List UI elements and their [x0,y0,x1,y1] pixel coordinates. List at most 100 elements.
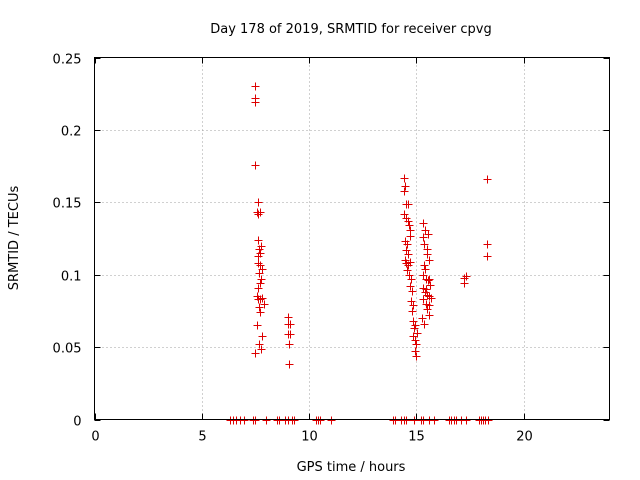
data-point [413,329,422,338]
plot-frame [94,57,610,420]
data-point [407,297,416,306]
x-tick-labels: 0 5 10 15 20 [91,430,532,445]
data-point [425,275,434,284]
data-point [285,340,294,349]
data-point [410,324,419,333]
data-point [327,416,336,425]
data-point [425,256,434,265]
y-tick-label: 0.1 [61,270,82,285]
data-point [425,292,434,301]
data-point [420,261,429,270]
data-point [400,210,409,219]
data-point [412,340,421,349]
data-point [405,221,414,230]
data-point [425,301,434,310]
x-tick-label: 0 [91,430,99,445]
data-point [462,272,471,281]
data-point [254,284,263,293]
data-point [410,416,419,425]
data-point [411,336,420,345]
data-point [412,352,421,361]
data-point [257,242,266,251]
data-point [483,252,492,261]
data-point [286,330,295,339]
data-point [316,416,325,425]
data-point [255,303,264,312]
data-point [419,233,428,242]
data-point [256,249,265,258]
data-point [418,314,427,323]
data-point [285,360,294,369]
data-point [420,240,429,249]
data-point [251,161,260,170]
x-tick-label: 20 [516,430,533,445]
data-point [251,416,260,425]
data-point [406,258,415,267]
data-point [424,230,433,239]
data-point [483,175,492,184]
y-tick-label: 0.05 [53,342,82,357]
data-point [256,295,265,304]
data-points [226,82,493,425]
data-point [240,416,249,425]
data-point [411,347,420,356]
x-tick-label: 5 [198,430,206,445]
data-point [419,219,428,228]
data-point [400,174,409,183]
data-point [423,305,432,314]
data-point [255,269,264,278]
data-point [408,287,417,296]
y-axis-label: SRMTID / TECUs [7,186,22,291]
data-point [254,210,263,219]
data-point [404,217,413,226]
data-point [422,285,431,294]
data-point [400,187,409,196]
data-point [460,279,469,288]
y-tick-label: 0.15 [53,197,82,212]
axis-ticks [94,57,610,421]
data-point [426,281,435,290]
data-point [256,308,265,317]
data-point [254,259,263,268]
data-point [403,266,412,275]
data-point [462,416,471,425]
data-point [258,332,267,341]
y-tick-label: 0.25 [53,53,82,68]
data-point [253,321,262,330]
data-point [409,301,418,310]
data-point [419,295,428,304]
data-point [401,182,410,191]
data-point [404,250,413,259]
data-point [427,294,436,303]
data-point [254,198,263,207]
data-point [251,82,260,91]
y-tick-label: 0.2 [61,125,82,140]
data-point [402,416,411,425]
x-axis-label: GPS time / hours [297,460,406,475]
y-tick-label: 0 [73,415,81,430]
data-point [286,320,295,329]
data-point [423,250,432,259]
data-point [402,259,411,268]
data-point [406,232,415,241]
data-point [425,311,434,320]
grid [94,57,610,420]
data-point [251,349,260,358]
data-point [420,320,429,329]
data-point [409,317,418,326]
data-point [255,340,264,349]
data-point [483,240,492,249]
data-point [403,240,412,249]
data-point [408,307,417,316]
data-point [254,236,263,245]
x-tick-label: 15 [408,430,425,445]
data-point [402,246,411,255]
data-point [290,416,299,425]
data-point [256,261,265,270]
data-point [257,275,266,284]
data-point [262,416,271,425]
data-point [406,282,415,291]
data-point [430,416,439,425]
